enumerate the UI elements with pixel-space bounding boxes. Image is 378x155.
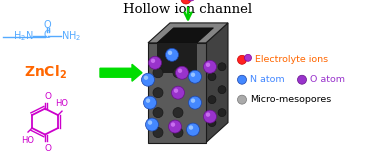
Circle shape xyxy=(148,120,152,125)
Text: HO: HO xyxy=(56,99,68,108)
Circle shape xyxy=(141,73,155,86)
Circle shape xyxy=(168,51,172,55)
Circle shape xyxy=(189,125,193,130)
Circle shape xyxy=(218,63,226,71)
Circle shape xyxy=(178,69,182,73)
Polygon shape xyxy=(148,43,206,142)
Polygon shape xyxy=(157,43,197,73)
Text: Hollow ion channel: Hollow ion channel xyxy=(124,3,253,16)
Text: O atom: O atom xyxy=(310,75,345,84)
Circle shape xyxy=(191,73,195,77)
Circle shape xyxy=(153,128,163,137)
Circle shape xyxy=(153,108,163,118)
Text: O: O xyxy=(45,92,51,101)
Circle shape xyxy=(146,98,150,103)
Circle shape xyxy=(237,95,246,104)
Circle shape xyxy=(175,66,189,79)
Circle shape xyxy=(173,128,183,137)
Circle shape xyxy=(169,120,181,133)
Circle shape xyxy=(149,56,161,69)
Polygon shape xyxy=(206,23,228,142)
Circle shape xyxy=(171,122,175,127)
Circle shape xyxy=(181,0,191,4)
Circle shape xyxy=(172,86,184,99)
Circle shape xyxy=(187,0,195,1)
Circle shape xyxy=(166,48,178,61)
Circle shape xyxy=(206,112,210,117)
Circle shape xyxy=(208,119,216,127)
Circle shape xyxy=(218,86,226,94)
Text: Electrolyte ions: Electrolyte ions xyxy=(255,55,328,64)
Circle shape xyxy=(208,96,216,104)
Circle shape xyxy=(189,96,201,109)
Circle shape xyxy=(144,75,148,80)
Circle shape xyxy=(186,123,200,136)
Text: $\mathregular{H_2N}$: $\mathregular{H_2N}$ xyxy=(13,29,33,43)
Circle shape xyxy=(203,60,217,73)
Circle shape xyxy=(218,109,226,117)
Text: O: O xyxy=(43,20,51,30)
Circle shape xyxy=(151,59,155,63)
Circle shape xyxy=(153,88,163,98)
Text: O: O xyxy=(45,144,51,153)
Polygon shape xyxy=(148,23,228,43)
Circle shape xyxy=(153,68,163,78)
Text: $\mathregular{NH_2}$: $\mathregular{NH_2}$ xyxy=(61,29,81,43)
Circle shape xyxy=(173,68,183,78)
Circle shape xyxy=(297,75,307,84)
Circle shape xyxy=(208,73,216,81)
Circle shape xyxy=(203,110,217,123)
Circle shape xyxy=(191,98,195,103)
Circle shape xyxy=(245,54,251,61)
Circle shape xyxy=(237,75,246,84)
Text: Micro-mesopores: Micro-mesopores xyxy=(250,95,331,104)
Circle shape xyxy=(173,108,183,118)
Text: HO: HO xyxy=(22,136,34,145)
Circle shape xyxy=(146,118,158,131)
Circle shape xyxy=(174,89,178,93)
Circle shape xyxy=(173,88,183,98)
Text: $\mathbf{ZnCl_2}$: $\mathbf{ZnCl_2}$ xyxy=(23,64,67,81)
Circle shape xyxy=(206,63,210,67)
Circle shape xyxy=(237,55,246,64)
Text: N atom: N atom xyxy=(250,75,285,84)
Polygon shape xyxy=(157,28,214,43)
Circle shape xyxy=(144,96,156,109)
Circle shape xyxy=(189,70,201,83)
Text: C: C xyxy=(43,30,50,40)
FancyArrow shape xyxy=(100,64,142,81)
